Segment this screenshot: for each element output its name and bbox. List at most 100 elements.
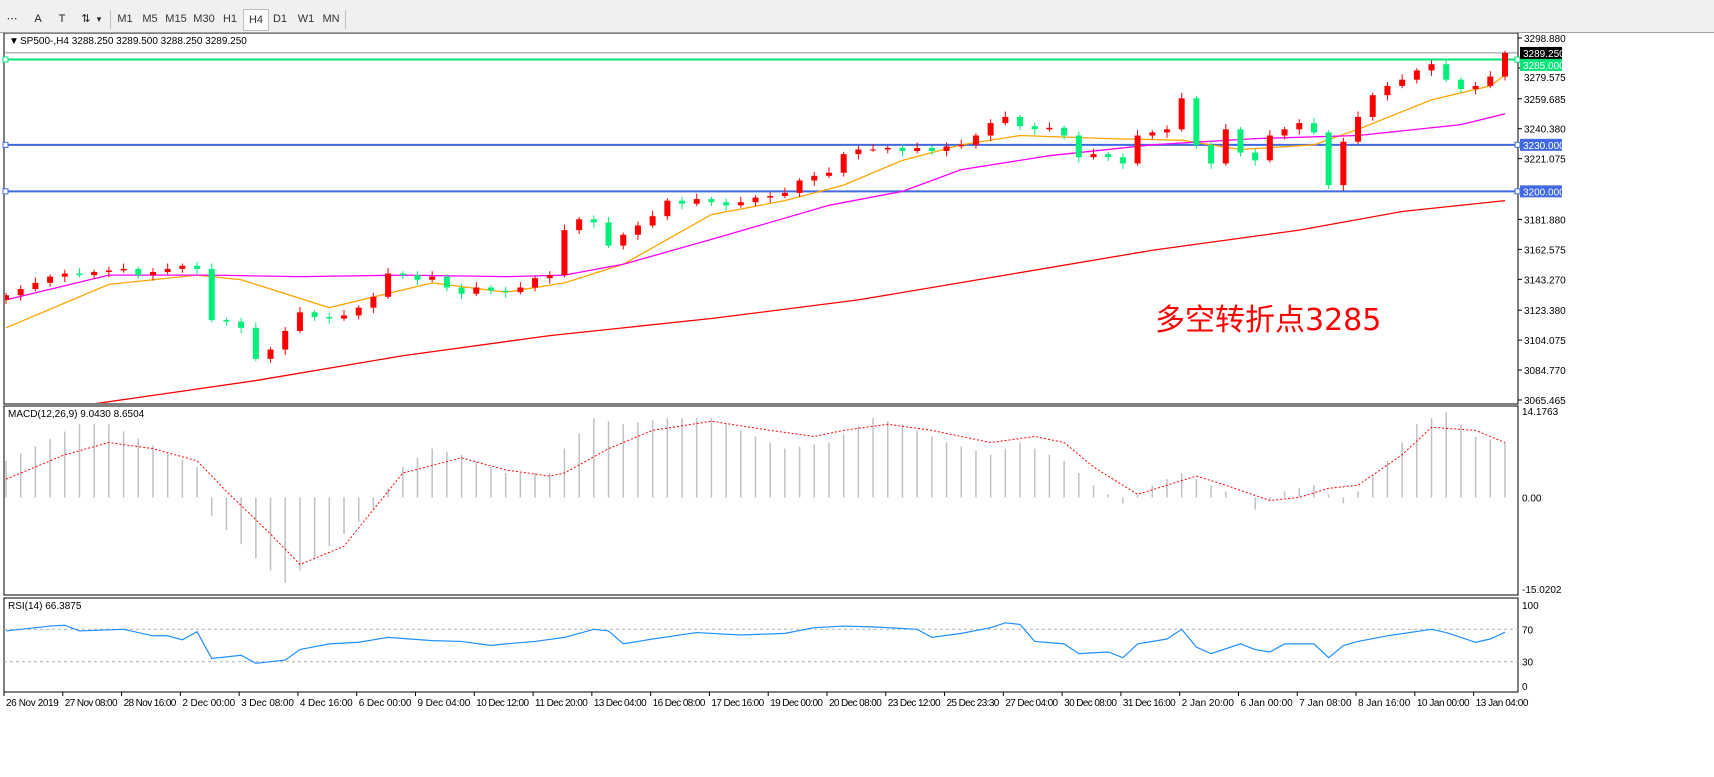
candle	[1487, 71, 1494, 89]
candle	[1119, 153, 1126, 169]
candle-body	[473, 287, 480, 294]
time-label: 8 Jan 16:00	[1358, 698, 1411, 709]
price-tick-label: 3259.685	[1524, 95, 1566, 106]
time-label: 6 Dec 00:00	[359, 698, 412, 709]
candle-body	[1163, 129, 1170, 133]
time-label: 27 Nov 08:00	[65, 698, 118, 709]
candle-body	[17, 289, 24, 296]
candle-body	[1134, 135, 1141, 164]
candle-body	[561, 230, 568, 276]
candle	[179, 263, 186, 273]
dropdown-arrow-icon[interactable]: ▾	[96, 14, 102, 24]
candle-body	[1443, 64, 1450, 80]
price-label: 3200.000	[1523, 187, 1565, 198]
text-label-tool-icon[interactable]: T	[58, 13, 66, 25]
candle	[1457, 77, 1464, 93]
candle	[326, 313, 333, 324]
candle-body	[370, 296, 377, 308]
candle-body	[737, 202, 744, 206]
time-label: 28 Nov 16:00	[124, 698, 177, 709]
candle	[414, 271, 421, 286]
rsi-line	[5, 622, 1506, 664]
candle-body	[767, 196, 774, 198]
macd-tick-label: 14.1763	[1522, 407, 1559, 418]
candle	[252, 322, 259, 362]
candle-body	[1075, 135, 1082, 158]
candle	[208, 263, 215, 323]
candle	[899, 144, 906, 157]
hline-handle	[1514, 141, 1521, 148]
candle	[1105, 151, 1112, 162]
candle-body	[649, 216, 656, 226]
price-tick-label: 3065.465	[1524, 396, 1566, 407]
timeframe-h1[interactable]: H1	[222, 13, 238, 25]
candle-body	[1296, 123, 1303, 130]
candle-body	[532, 278, 539, 288]
candle-body	[179, 265, 186, 269]
time-label: 25 Dec 23:30	[947, 698, 1000, 709]
candle	[1472, 82, 1479, 95]
candle-body	[708, 199, 715, 203]
candle	[1296, 119, 1303, 135]
timeframe-d1[interactable]: D1	[272, 13, 288, 25]
candle	[47, 274, 54, 287]
timeframe-m1[interactable]: M1	[117, 13, 133, 25]
candle	[576, 216, 583, 235]
candle-body	[958, 144, 965, 147]
candle	[679, 196, 686, 210]
candle-body	[238, 321, 245, 328]
annotation-text[interactable]: 多空转折点3285	[1155, 303, 1381, 338]
price-tick-label: 3240.380	[1524, 125, 1566, 136]
price-label: 3230.000	[1523, 141, 1565, 152]
timeframe-m5[interactable]: M5	[142, 13, 158, 25]
candle-body	[796, 180, 803, 193]
price-tick-label: 3181.880	[1524, 215, 1566, 226]
candle-body	[1002, 116, 1009, 124]
candle-body	[1487, 76, 1494, 86]
time-label: 9 Dec 04:00	[417, 698, 470, 709]
candle	[458, 283, 465, 300]
candle-body	[870, 149, 877, 151]
timeframe-m15[interactable]: M15	[165, 13, 187, 25]
candle	[561, 224, 568, 278]
toolbar-separator	[110, 10, 111, 29]
candle-body	[590, 219, 597, 223]
candle-body	[634, 225, 641, 235]
timeframe-w1[interactable]: W1	[297, 13, 315, 25]
arrows-tool-icon[interactable]: ⇅	[81, 13, 91, 25]
candle-body	[355, 307, 362, 316]
candle-body	[1310, 123, 1317, 133]
macd-panel	[3, 405, 1519, 596]
candle	[532, 275, 539, 292]
candle	[1340, 137, 1347, 191]
candle-body	[5, 295, 9, 300]
candle	[1061, 125, 1068, 140]
candle-body	[840, 154, 847, 173]
text-tool-icon[interactable]: A	[34, 13, 42, 25]
candle-body	[194, 265, 201, 269]
candle-body	[517, 287, 524, 293]
toolbar-separator	[345, 10, 346, 29]
rsi-label: RSI(14) 66.3875	[8, 601, 82, 612]
timeframe-m30[interactable]: M30	[193, 13, 215, 25]
grid-icon[interactable]: ⋯	[6, 13, 18, 25]
candle-body	[1502, 52, 1508, 77]
timeframe-h4[interactable]: H4	[243, 9, 269, 31]
candle-body	[620, 234, 627, 246]
candle-body	[1252, 152, 1259, 161]
candle	[1325, 130, 1332, 190]
timeframe-mn[interactable]: MN	[322, 13, 340, 25]
candle	[1428, 60, 1435, 76]
symbol-collapse-icon[interactable]: ▼	[9, 36, 19, 47]
candle-body	[1472, 85, 1479, 89]
candle-body	[1281, 129, 1288, 136]
candle	[781, 187, 788, 199]
candle	[194, 261, 201, 275]
candle-body	[326, 316, 333, 319]
candle-body	[149, 271, 156, 276]
candle	[17, 285, 24, 301]
candle-body	[1149, 132, 1156, 136]
candle	[223, 317, 230, 326]
candle-body	[693, 199, 700, 204]
